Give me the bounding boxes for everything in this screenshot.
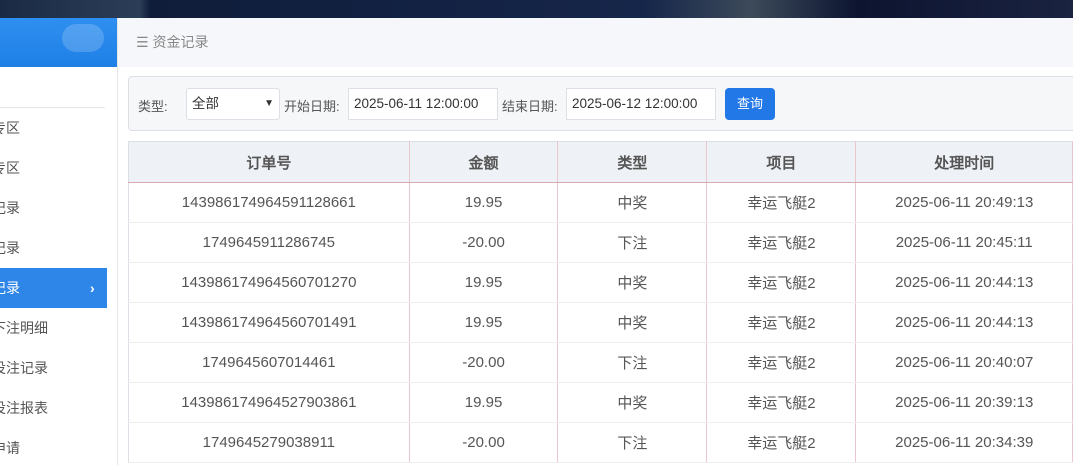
query-button[interactable]: 查询	[725, 88, 775, 120]
table-cell: -20.00	[409, 222, 559, 263]
sidebar-item[interactable]: 投注报表	[0, 388, 117, 428]
table-cell: 幸运飞艇2	[706, 382, 857, 423]
breadcrumb: ☰ 资金记录	[118, 18, 1073, 67]
table-cell: 幸运飞艇2	[706, 342, 857, 383]
table-cell: 2025-06-11 20:34:39	[855, 422, 1073, 463]
main-content: 类型: 全部 ▼ 开始日期: 2025-06-11 12:00:00 结束日期: …	[118, 67, 1073, 465]
table-cell: 2025-06-11 20:44:13	[855, 302, 1073, 343]
type-label: 类型:	[138, 99, 168, 114]
records-table: 订单号 金额 类型 项目 处理时间 143986174964591128661 19.95…	[128, 141, 1073, 463]
sidebar-item-label: 投注记录	[0, 360, 48, 376]
sidebar-header	[0, 18, 117, 67]
sidebar-item-label: 记录	[0, 200, 20, 216]
column-header: 处理时间	[855, 141, 1073, 183]
table-cell: 2025-06-11 20:44:13	[855, 262, 1073, 303]
sidebar-item[interactable]: 专区	[0, 108, 117, 148]
table-cell: -20.00	[409, 422, 559, 463]
table-cell: 1749645607014461	[128, 342, 410, 383]
start-date-input[interactable]: 2025-06-11 12:00:00	[348, 88, 498, 120]
sidebar-item-label: 专区	[0, 160, 20, 176]
sidebar-item[interactable]: 下注明细	[0, 308, 117, 348]
table-cell: 幸运飞艇2	[706, 422, 857, 463]
gamepad-icon	[62, 24, 104, 52]
table-cell: 中奖	[557, 382, 708, 423]
table-cell: 2025-06-11 20:39:13	[855, 382, 1073, 423]
menu-icon[interactable]: ☰	[136, 34, 149, 50]
table-cell: 幸运飞艇2	[706, 222, 857, 263]
table-row: 143986174964527903861 19.95 中奖 幸运飞艇2 2025-06…	[128, 382, 1073, 423]
sidebar-item-label: 专区	[0, 120, 20, 136]
table-row: 143986174964591128661 19.95 中奖 幸运飞艇2 2025-06…	[128, 182, 1073, 223]
sidebar-item-label: 申请	[0, 440, 20, 456]
table-cell: 下注	[557, 342, 708, 383]
type-select[interactable]: 全部 ▼	[186, 88, 280, 120]
table-cell: 1749645279038911	[128, 422, 410, 463]
table-cell: 中奖	[557, 262, 708, 303]
column-header: 金额	[409, 141, 559, 183]
table-cell: 143986174964560701491	[128, 302, 410, 343]
sidebar-item[interactable]: 申请	[0, 428, 117, 465]
sidebar-item[interactable]: 记录	[0, 188, 117, 228]
column-header: 项目	[706, 141, 857, 183]
page-title: 资金记录	[152, 34, 209, 50]
table-row: 143986174964560701491 19.95 中奖 幸运飞艇2 2025-06…	[128, 302, 1073, 343]
table-cell: 19.95	[409, 382, 559, 423]
top-banner	[0, 0, 1073, 18]
sidebar-item-label: 投注报表	[0, 400, 48, 416]
start-date-label: 开始日期:	[284, 99, 340, 114]
table-row: 143986174964560701270 19.95 中奖 幸运飞艇2 2025-06…	[128, 262, 1073, 303]
divider	[0, 107, 105, 108]
table-cell: 19.95	[409, 182, 559, 223]
end-date-input[interactable]: 2025-06-12 12:00:00	[566, 88, 716, 120]
chevron-down-icon: ▼	[264, 98, 274, 109]
table-row: 1749645279038911 -20.00 下注 幸运飞艇2 2025-06-11 …	[128, 422, 1073, 463]
sidebar-item[interactable]: 记录	[0, 228, 117, 268]
table-cell: 中奖	[557, 182, 708, 223]
table-cell: 下注	[557, 422, 708, 463]
chevron-right-icon: ›	[90, 280, 95, 296]
table-cell: 2025-06-11 20:45:11	[855, 222, 1073, 263]
sidebar-item[interactable]: 记录 ›	[0, 268, 107, 308]
sidebar: 专区专区记录记录记录›下注明细投注记录投注报表申请	[0, 18, 118, 465]
column-header: 订单号	[128, 141, 410, 183]
table-row: 1749645911286745 -20.00 下注 幸运飞艇2 2025-06-11 …	[128, 222, 1073, 263]
end-date-label: 结束日期:	[502, 99, 558, 114]
table-cell: 19.95	[409, 302, 559, 343]
table-cell: 143986174964591128661	[128, 182, 410, 223]
table-cell: -20.00	[409, 342, 559, 383]
table-cell: 2025-06-11 20:49:13	[855, 182, 1073, 223]
table-cell: 下注	[557, 222, 708, 263]
table-row: 1749645607014461 -20.00 下注 幸运飞艇2 2025-06-11 …	[128, 342, 1073, 383]
sidebar-item-label: 下注明细	[0, 320, 48, 336]
table-cell: 中奖	[557, 302, 708, 343]
table-cell: 1749645911286745	[128, 222, 410, 263]
table-cell: 幸运飞艇2	[706, 262, 857, 303]
table-cell: 幸运飞艇2	[706, 302, 857, 343]
sidebar-item[interactable]: 专区	[0, 148, 117, 188]
filter-bar: 类型: 全部 ▼ 开始日期: 2025-06-11 12:00:00 结束日期: …	[128, 76, 1073, 131]
sidebar-item[interactable]: 投注记录	[0, 348, 117, 388]
table-cell: 143986174964560701270	[128, 262, 410, 303]
table-cell: 幸运飞艇2	[706, 182, 857, 223]
table-cell: 143986174964527903861	[128, 382, 410, 423]
type-select-value: 全部	[192, 96, 219, 111]
sidebar-item-label: 记录	[0, 280, 20, 296]
column-header: 类型	[557, 141, 708, 183]
sidebar-item-label: 记录	[0, 240, 20, 256]
table-cell: 2025-06-11 20:40:07	[855, 342, 1073, 383]
table-cell: 19.95	[409, 262, 559, 303]
